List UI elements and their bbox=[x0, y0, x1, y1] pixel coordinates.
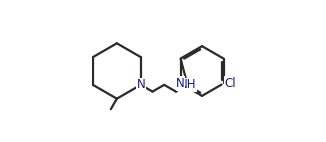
Text: N: N bbox=[137, 78, 145, 91]
Text: Cl: Cl bbox=[224, 77, 236, 90]
Text: N: N bbox=[176, 77, 185, 90]
Text: NH: NH bbox=[179, 78, 196, 91]
